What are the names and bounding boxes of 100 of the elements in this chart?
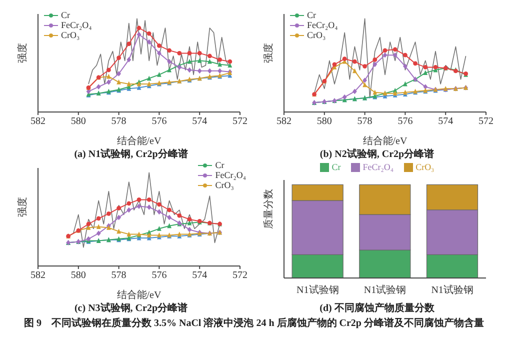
point [167,48,172,53]
x-tick-label: 576 [152,116,167,128]
x-tick-label: N1试验钢 [296,284,339,296]
legend-label: Cr [61,10,70,20]
point [423,84,428,90]
legend-label: CrO₃ [61,30,80,40]
point [126,232,132,236]
point [382,52,388,58]
legend-label: Cr [307,10,316,20]
point [136,204,142,209]
y-axis-title: 强度 [16,43,29,63]
x-tick-label: 572 [232,270,248,282]
x-axis-title: 结合能/eV [116,135,162,147]
legend-label: FeCr₂O₄ [215,170,246,180]
text: (d) 不同腐蚀产物质量分数 [318,302,436,315]
legend-label: CrO₃ [215,180,234,190]
point [126,57,132,62]
x-tick-label: 576 [398,116,413,128]
point [403,64,408,69]
point [197,51,202,56]
legend-label: CrO₃ [416,162,434,172]
point [116,71,121,76]
legend-label: Cr [215,160,224,170]
point [146,198,152,202]
point [392,47,398,52]
point [187,217,192,222]
x-axis-title: 结合能/eV [362,135,408,147]
point [197,68,202,74]
point [157,202,162,207]
point [106,68,111,72]
point [146,232,152,238]
point [146,204,152,210]
x-tick-label: 572 [232,116,248,128]
point [116,214,121,220]
point [208,68,212,74]
legend-label: CrO₃ [307,30,326,40]
point [157,50,162,56]
text: FeCr₂O₄ [362,162,394,172]
point [372,90,378,95]
point [136,26,142,30]
point [96,230,101,236]
point [126,201,132,206]
text: (c) N3试验钢, Cr2p分峰谱 [73,302,189,315]
point [96,84,101,90]
point [197,58,202,63]
point [167,67,172,72]
point [157,72,162,77]
point [116,206,121,210]
x-axis-title: 结合能/eV [116,289,162,301]
legend-label: FeCr₂O₄ [307,20,338,30]
caption: 图 9 不同试验钢在质量分数 3.5% NaCl 溶液中浸泡 24 h 后腐蚀产物的 Cr2p 分峰谱及不同腐蚀产物含量 [22,318,485,330]
point [218,58,222,62]
point [177,213,182,218]
point [116,79,121,84]
point [208,54,212,58]
point [392,52,398,58]
x-tick-label: 574 [192,116,208,128]
point [413,61,418,66]
point [167,214,172,220]
point [228,59,232,64]
point [136,32,142,38]
point [187,58,192,64]
point [146,39,152,45]
point [208,58,212,64]
x-tick-label: 574 [192,270,208,282]
y-axis-title: 质量分数 [262,189,275,229]
point [106,212,111,216]
point [187,226,192,232]
point [362,64,367,68]
point [433,65,438,70]
point [187,51,192,56]
point [146,76,152,81]
y-axis-title: 强度 [262,43,275,63]
point [167,58,172,64]
point [403,81,408,86]
point [352,88,357,94]
point [382,48,388,53]
x-tick-label: 572 [478,116,494,128]
x-tick-label: 578 [111,116,126,128]
point [157,209,162,215]
text: (b) N2试验钢, Cr2p分峰谱 [318,148,436,161]
point [218,62,222,67]
y-axis-title: 强度 [16,197,29,217]
point [157,44,162,48]
x-tick-label: N1试验钢 [431,284,474,296]
x-tick-label: 578 [357,116,372,128]
x-tick-label: 576 [152,270,167,282]
x-tick-label: N1试验钢 [364,284,406,296]
point [96,224,101,229]
legend-label: FeCr₂O₄ [61,20,92,30]
point [403,52,408,58]
point [167,223,172,228]
x-tick-label: 582 [30,116,46,128]
point [423,65,428,70]
point [116,56,121,60]
point [106,79,111,85]
point [126,207,132,213]
point [136,198,142,202]
point [423,70,428,75]
point [342,56,347,61]
